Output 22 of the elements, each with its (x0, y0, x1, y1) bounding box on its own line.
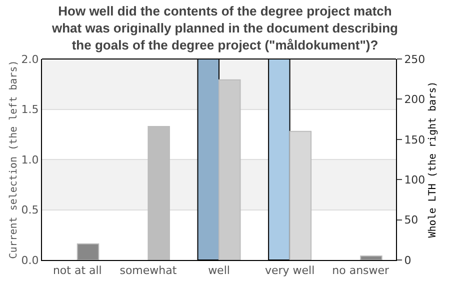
bar (360, 255, 382, 260)
y-tick-label: 1.5 (21, 103, 39, 116)
x-tick-label: somewhat (120, 264, 178, 278)
x-tick-label: very well (264, 264, 315, 278)
y-tick-label: 0.5 (21, 204, 39, 217)
x-tick-label: well (208, 264, 230, 278)
y-tick-label: 0.0 (21, 254, 39, 267)
y2-tick-label: 150 (404, 133, 426, 146)
y2-tick-label: 100 (404, 173, 426, 186)
y2-axis-title: Whole LTH (the right bars) (428, 81, 439, 238)
y2-tick-label: 250 (404, 52, 426, 66)
y2-tick-label: 0 (404, 254, 412, 267)
bar (148, 126, 170, 260)
x-tick-label: not at all (52, 264, 102, 278)
bar (76, 243, 100, 260)
y-tick-label: 2.0 (21, 52, 39, 66)
y-axis-title: Current selection (the left bars) (8, 60, 20, 259)
x-tick-label: no answer (332, 264, 390, 278)
y2-tick-label: 50 (404, 214, 418, 227)
chart-title: How well did the contents of the degree project match what was originally planned in the document describing the goals of the degree project ("måldokument")? (51, 4, 398, 52)
y-tick-label: 1.0 (21, 153, 39, 166)
y2-tick-label: 200 (404, 93, 426, 106)
